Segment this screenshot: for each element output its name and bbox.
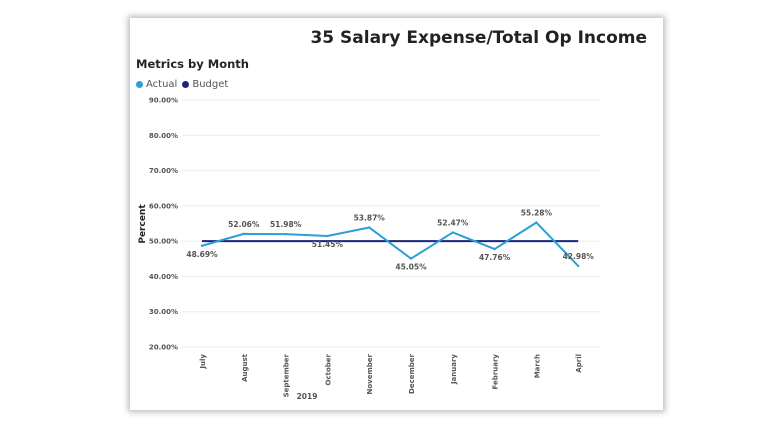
chart-subtitle: Metrics by Month	[136, 57, 249, 71]
y-tick-label: 90.00%	[149, 97, 178, 105]
y-tick-label: 80.00%	[149, 132, 178, 140]
x-tick-label: January	[450, 354, 458, 385]
chart-legend: Actual Budget	[136, 79, 233, 90]
chart-title: 35 Salary Expense/Total Op Income	[310, 28, 647, 48]
legend-label-budget: Budget	[192, 79, 229, 90]
series-line-actual	[201, 221, 579, 267]
x-tick-label: September	[283, 353, 291, 397]
data-point-actual[interactable]	[326, 234, 329, 238]
data-label-actual: 52.47%	[437, 218, 469, 227]
x-tick-label: August	[241, 353, 249, 382]
y-tick-label: 30.00%	[149, 308, 178, 316]
data-point-actual[interactable]	[451, 231, 454, 234]
y-tick-label: 70.00%	[149, 167, 178, 175]
x-tick-label: October	[324, 353, 332, 385]
data-label-actual: 51.98%	[270, 220, 302, 229]
data-point-actual[interactable]	[493, 247, 496, 251]
data-point-actual[interactable]	[200, 244, 204, 247]
y-tick-label: 60.00%	[149, 202, 178, 210]
y-tick-label: 50.00%	[149, 238, 178, 246]
x-tick-label: April	[575, 354, 583, 373]
data-point-actual[interactable]	[535, 221, 538, 224]
x-axis-year-label: 2019	[297, 392, 318, 401]
line-chart: 20.00% 30.00% 40.00% 50.00% 60.00% 70.00% 80.0…	[138, 97, 600, 401]
data-point-actual[interactable]	[284, 232, 287, 236]
data-label-actual: 47.76%	[479, 253, 511, 262]
x-tick-label: July	[199, 354, 207, 370]
x-axis-ticks: July August September October November Decemb…	[199, 353, 583, 397]
x-tick-label: December	[408, 353, 416, 394]
legend-item-actual[interactable]: Actual	[136, 79, 177, 90]
chart-card: 35 Salary Expense/Total Op Income Metric…	[130, 18, 663, 410]
data-label-actual: 42.98%	[563, 252, 595, 261]
y-axis-ticks: 20.00% 30.00% 40.00% 50.00% 60.00% 70.00% 80.0…	[149, 97, 178, 352]
legend-marker-budget	[182, 81, 190, 88]
legend-item-budget[interactable]: Budget	[182, 79, 228, 90]
data-point-actual[interactable]	[409, 257, 413, 260]
x-tick-label: November	[366, 353, 374, 394]
legend-marker-actual	[136, 81, 143, 88]
legend-label-actual: Actual	[146, 79, 178, 90]
x-tick-label: March	[533, 354, 541, 378]
y-tick-label: 40.00%	[149, 273, 178, 281]
data-label-actual: 51.45%	[312, 240, 344, 249]
data-point-actual[interactable]	[368, 226, 371, 229]
data-point-actual[interactable]	[577, 264, 580, 268]
data-label-actual: 52.06%	[228, 220, 260, 229]
data-label-actual: 53.87%	[354, 213, 386, 222]
y-axis-title: Percent	[138, 204, 148, 244]
data-point-actual[interactable]	[242, 232, 245, 236]
data-label-actual: 55.28%	[521, 209, 553, 218]
x-tick-label: February	[492, 354, 500, 390]
y-tick-label: 20.00%	[149, 344, 178, 352]
series-lines	[200, 221, 580, 268]
data-label-actual: 48.69%	[186, 250, 218, 259]
data-label-actual: 45.05%	[395, 263, 427, 272]
data-labels: 48.69% 52.06% 51.98% 51.45% 53.87% 45.05% 52.4…	[186, 209, 594, 272]
